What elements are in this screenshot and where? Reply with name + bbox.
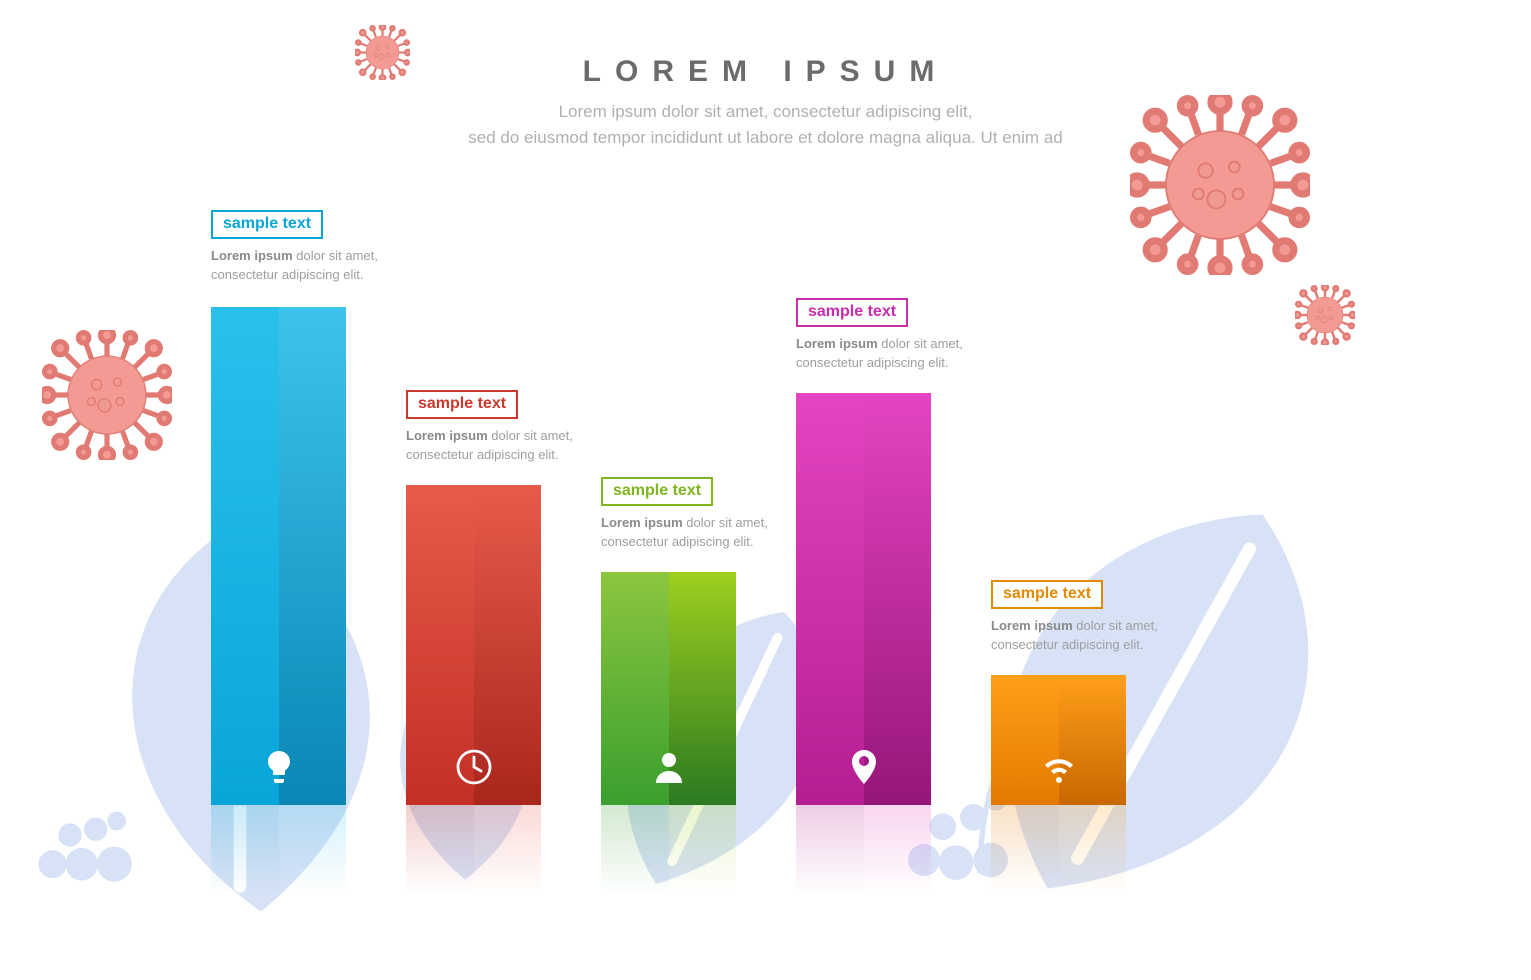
- bar-5: [991, 675, 1126, 805]
- callout-1: sample text Lorem ipsum dolor sit amet, c…: [211, 210, 401, 285]
- bar-group-1: sample textLorem ipsum dolor sit amet, c…: [211, 307, 346, 805]
- bar-group-5: sample textLorem ipsum dolor sit amet, c…: [991, 675, 1126, 805]
- lightbulb-icon: [259, 747, 299, 787]
- subtitle-line-2: sed do eiusmod tempor incididunt ut labo…: [468, 128, 1062, 147]
- wifi-icon: [1039, 747, 1079, 787]
- callout-desc: Lorem ipsum dolor sit amet, consectetur …: [211, 247, 401, 285]
- person-icon: [649, 747, 689, 787]
- virus-left: [42, 330, 172, 460]
- bar-group-4: sample textLorem ipsum dolor sit amet, c…: [796, 393, 931, 805]
- bar-group-3: sample textLorem ipsum dolor sit amet, c…: [601, 572, 736, 805]
- callout-desc: Lorem ipsum dolor sit amet, consectetur …: [406, 427, 596, 465]
- virus-right-small: [1295, 285, 1355, 345]
- subtitle-line-1: Lorem ipsum dolor sit amet, consectetur …: [559, 102, 973, 121]
- bar-4: [796, 393, 931, 805]
- callout-4: sample text Lorem ipsum dolor sit amet, c…: [796, 298, 986, 373]
- bar-2: [406, 485, 541, 805]
- callout-tag: sample text: [796, 298, 908, 327]
- bar-group-2: sample textLorem ipsum dolor sit amet, c…: [406, 485, 541, 805]
- callout-tag: sample text: [406, 390, 518, 419]
- bar-3: [601, 572, 736, 805]
- callout-tag: sample text: [991, 580, 1103, 609]
- callout-5: sample text Lorem ipsum dolor sit amet, c…: [991, 580, 1181, 655]
- bar-reflection: [406, 805, 541, 895]
- clock-icon: [454, 747, 494, 787]
- callout-3: sample text Lorem ipsum dolor sit amet, c…: [601, 477, 791, 552]
- callout-tag: sample text: [211, 210, 323, 239]
- bar-reflection: [601, 805, 736, 895]
- callout-tag: sample text: [601, 477, 713, 506]
- callout-desc: Lorem ipsum dolor sit amet, consectetur …: [796, 335, 986, 373]
- callout-2: sample text Lorem ipsum dolor sit amet, c…: [406, 390, 596, 465]
- bar-reflection: [796, 805, 931, 895]
- bar-reflection: [211, 805, 346, 895]
- callout-desc: Lorem ipsum dolor sit amet, consectetur …: [991, 617, 1181, 655]
- virus-right-large: [1130, 95, 1310, 275]
- bar-1: [211, 307, 346, 805]
- bar-reflection: [991, 805, 1126, 895]
- callout-desc: Lorem ipsum dolor sit amet, consectetur …: [601, 514, 791, 552]
- virus-top-small: [355, 25, 410, 80]
- pin-icon: [844, 747, 884, 787]
- page-title: LOREM IPSUM: [0, 55, 1531, 89]
